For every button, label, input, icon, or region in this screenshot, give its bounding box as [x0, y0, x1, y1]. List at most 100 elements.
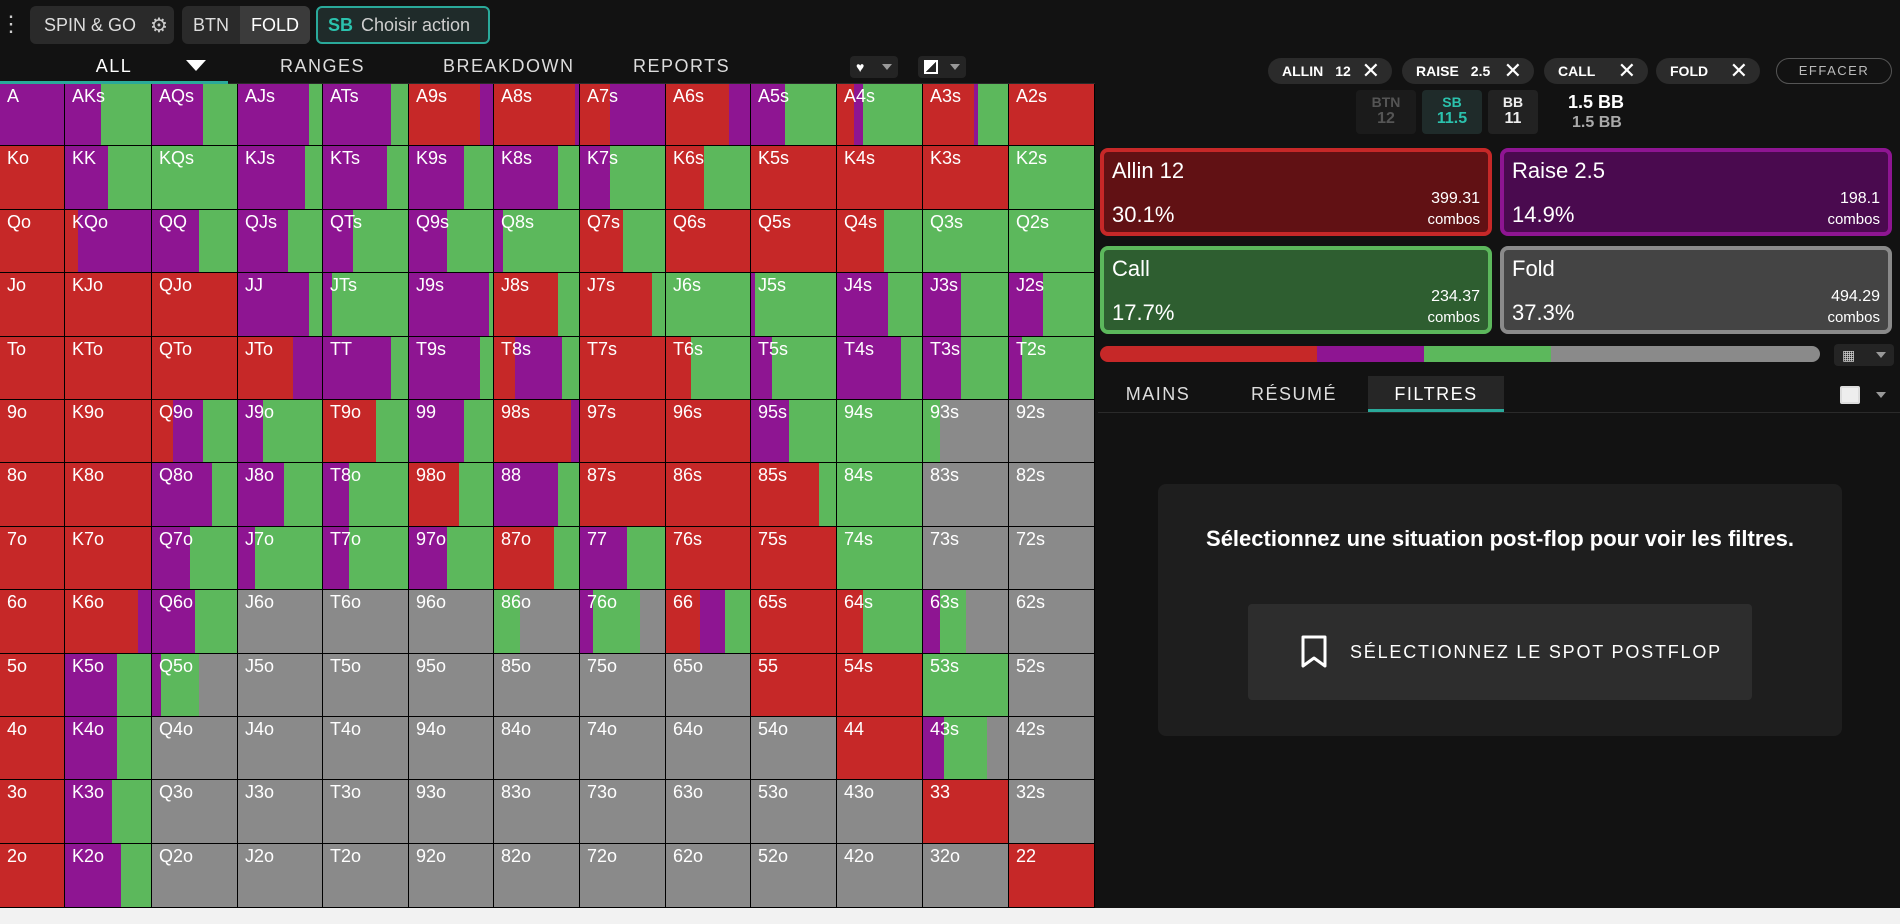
- hand-cell[interactable]: 54s: [837, 654, 922, 716]
- hand-cell[interactable]: 73s: [923, 527, 1008, 589]
- tab-resume[interactable]: RÉSUMÉ: [1250, 384, 1337, 404]
- hand-cell[interactable]: T9o: [323, 400, 408, 462]
- close-icon[interactable]: ✕: [1617, 58, 1636, 83]
- clear-button[interactable]: EFFACER: [1776, 58, 1892, 84]
- hand-cell[interactable]: 74o: [580, 717, 665, 779]
- hand-cell[interactable]: J5o: [238, 654, 322, 716]
- hand-cell[interactable]: 99: [409, 400, 493, 462]
- chip-raise[interactable]: RAISE 2.5 ✕: [1402, 58, 1534, 84]
- hand-cell[interactable]: 84s: [837, 463, 922, 526]
- hand-cell[interactable]: J2o: [238, 844, 322, 907]
- tab-filtres[interactable]: FILTRES: [1368, 376, 1504, 412]
- position-sb[interactable]: SB 11.5: [1422, 90, 1482, 134]
- hand-cell[interactable]: Q7o: [152, 527, 237, 589]
- hand-cell[interactable]: 83s: [923, 463, 1008, 526]
- hand-cell[interactable]: J4o: [238, 717, 322, 779]
- hand-cell[interactable]: A3s: [923, 84, 1008, 145]
- hand-cell[interactable]: JTs: [323, 273, 408, 336]
- hand-cell[interactable]: 86o: [494, 590, 579, 653]
- hand-cell[interactable]: 98s: [494, 400, 579, 462]
- hand-cell[interactable]: 76s: [666, 527, 750, 589]
- hand-cell[interactable]: 95o: [409, 654, 493, 716]
- choose-action-button[interactable]: SB Choisir action: [316, 6, 490, 44]
- hand-cell[interactable]: 97s: [580, 400, 665, 462]
- hand-cell[interactable]: J9s: [409, 273, 493, 336]
- hand-cell[interactable]: Q8s: [494, 210, 579, 272]
- tab-mains[interactable]: MAINS: [1125, 384, 1191, 404]
- hand-cell[interactable]: 63o: [666, 780, 750, 843]
- hand-cell[interactable]: Q9o: [152, 400, 237, 462]
- hand-cell[interactable]: 85s: [751, 463, 836, 526]
- caret-down-icon[interactable]: [186, 60, 206, 71]
- stat-allin[interactable]: Allin 12 399.31 30.1% combos: [1100, 148, 1492, 236]
- path-btn[interactable]: BTN: [193, 15, 229, 35]
- view-mode-button[interactable]: [918, 56, 966, 78]
- close-icon[interactable]: ✕: [1361, 58, 1380, 83]
- hand-cell[interactable]: 92s: [1009, 400, 1094, 462]
- hand-cell[interactable]: 85o: [494, 654, 579, 716]
- hand-cell[interactable]: T3o: [323, 780, 408, 843]
- chip-call[interactable]: CALL ✕: [1544, 58, 1648, 84]
- hand-cell[interactable]: 42s: [1009, 717, 1094, 779]
- hand-cell[interactable]: 33: [923, 780, 1008, 843]
- hand-cell[interactable]: A6s: [666, 84, 750, 145]
- hand-cell[interactable]: 4o: [0, 717, 64, 779]
- hand-cell[interactable]: 9o: [0, 400, 64, 462]
- hand-cell[interactable]: T7o: [323, 527, 408, 589]
- hand-cell[interactable]: J7o: [238, 527, 322, 589]
- hand-cell[interactable]: K5o: [65, 654, 151, 716]
- hand-cell[interactable]: T2o: [323, 844, 408, 907]
- hand-cell[interactable]: QTo: [152, 337, 237, 399]
- hand-cell[interactable]: Ko: [0, 146, 64, 209]
- hand-cell[interactable]: 72s: [1009, 527, 1094, 589]
- stat-call[interactable]: Call 234.37 17.7% combos: [1100, 246, 1492, 334]
- hand-cell[interactable]: K6s: [666, 146, 750, 209]
- hand-cell[interactable]: KTo: [65, 337, 151, 399]
- hand-cell[interactable]: 44: [837, 717, 922, 779]
- hand-cell[interactable]: Q5o: [152, 654, 237, 716]
- hand-cell[interactable]: T5o: [323, 654, 408, 716]
- hand-cell[interactable]: 95s: [751, 400, 836, 462]
- hand-cell[interactable]: Q3s: [923, 210, 1008, 272]
- hand-cell[interactable]: 62s: [1009, 590, 1094, 653]
- game-selector[interactable]: SPIN & GO ⚙: [30, 6, 174, 44]
- hand-cell[interactable]: T6s: [666, 337, 750, 399]
- position-btn[interactable]: BTN 12: [1356, 90, 1416, 134]
- hand-cell[interactable]: 75o: [580, 654, 665, 716]
- hand-cell[interactable]: AKs: [65, 84, 151, 145]
- hand-cell[interactable]: T6o: [323, 590, 408, 653]
- hand-cell[interactable]: K2o: [65, 844, 151, 907]
- hand-cell[interactable]: 65o: [666, 654, 750, 716]
- hand-cell[interactable]: Q8o: [152, 463, 237, 526]
- hand-cell[interactable]: ATs: [323, 84, 408, 145]
- hand-cell[interactable]: JTo: [238, 337, 322, 399]
- hand-cell[interactable]: TT: [323, 337, 408, 399]
- position-bb[interactable]: BB 11: [1488, 90, 1538, 134]
- hand-cell[interactable]: K8s: [494, 146, 579, 209]
- hand-cell[interactable]: K5s: [751, 146, 836, 209]
- hand-cell[interactable]: QJo: [152, 273, 237, 336]
- hand-cell[interactable]: J7s: [580, 273, 665, 336]
- hand-cell[interactable]: K7s: [580, 146, 665, 209]
- hand-cell[interactable]: AQs: [152, 84, 237, 145]
- select-postflop-button[interactable]: SÉLECTIONNEZ LE SPOT POSTFLOP: [1248, 604, 1752, 700]
- hand-cell[interactable]: 65s: [751, 590, 836, 653]
- tab-ranges[interactable]: RANGES: [280, 56, 366, 76]
- hand-cell[interactable]: 64o: [666, 717, 750, 779]
- hand-cell[interactable]: J8o: [238, 463, 322, 526]
- hand-cell[interactable]: 42o: [837, 844, 922, 907]
- hand-cell[interactable]: 72o: [580, 844, 665, 907]
- stat-fold[interactable]: Fold 494.29 37.3% combos: [1500, 246, 1892, 334]
- hand-cell[interactable]: J6s: [666, 273, 750, 336]
- gear-icon[interactable]: ⚙: [150, 14, 168, 37]
- hand-cell[interactable]: Q4o: [152, 717, 237, 779]
- chip-allin[interactable]: ALLIN 12 ✕: [1268, 58, 1392, 84]
- hand-cell[interactable]: A9s: [409, 84, 493, 145]
- hand-cell[interactable]: T3s: [923, 337, 1008, 399]
- hand-cell[interactable]: 75s: [751, 527, 836, 589]
- hand-cell[interactable]: 82s: [1009, 463, 1094, 526]
- hand-cell[interactable]: 54o: [751, 717, 836, 779]
- hand-cell[interactable]: 55: [751, 654, 836, 716]
- hand-cell[interactable]: 86s: [666, 463, 750, 526]
- hand-cell[interactable]: K4s: [837, 146, 922, 209]
